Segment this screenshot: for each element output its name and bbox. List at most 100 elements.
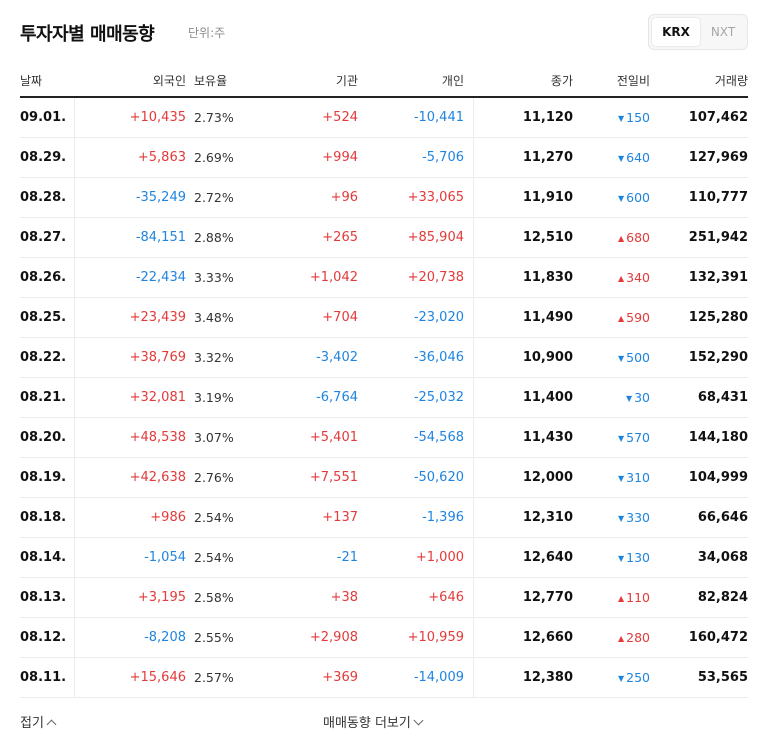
row-individual: +1,000 [415, 550, 464, 565]
row-date: 08.20. [20, 430, 67, 445]
more-label: 매매동향 더보기 [323, 716, 411, 731]
row-institution: +994 [322, 150, 358, 165]
column-divider [473, 298, 474, 338]
row-change: ▲ 590 [618, 310, 650, 325]
row-ratio: 3.07% [194, 430, 234, 445]
row-institution: +524 [322, 110, 358, 125]
row-foreign: +5,863 [137, 150, 186, 165]
table-row: 08.25. +23,439 3.48% +704 -23,020 11,490 ▲ 590 1… [20, 298, 748, 338]
column-divider [473, 258, 474, 298]
row-foreign: -84,151 [135, 230, 186, 245]
col-close: 종가 [550, 74, 573, 88]
row-date: 08.29. [20, 150, 67, 165]
row-change-value: 680 [626, 230, 650, 245]
fold-button[interactable]: 접기 [20, 712, 57, 731]
table-row: 08.26. -22,434 3.33% +1,042 +20,738 11,830 ▲ 34… [20, 258, 748, 298]
row-change-value: 250 [626, 670, 650, 685]
row-foreign: -35,249 [135, 190, 186, 205]
row-close: 12,380 [522, 670, 573, 685]
row-volume: 251,942 [688, 230, 748, 245]
row-close: 11,430 [522, 430, 573, 445]
row-change: ▼ 640 [618, 150, 650, 165]
row-change-value: 280 [626, 630, 650, 645]
row-volume: 132,391 [688, 270, 748, 285]
row-change: ▼ 600 [618, 190, 650, 205]
row-close: 11,910 [522, 190, 573, 205]
triangle-down-icon: ▼ [617, 194, 625, 203]
row-ratio: 2.69% [194, 150, 234, 165]
row-individual: -25,032 [413, 390, 464, 405]
column-divider [74, 298, 75, 338]
column-divider [74, 538, 75, 578]
row-change-value: 310 [626, 470, 650, 485]
column-divider [473, 578, 474, 618]
row-individual: -14,009 [413, 670, 464, 685]
row-ratio: 2.73% [194, 110, 234, 125]
row-ratio: 2.57% [194, 670, 234, 685]
row-individual: +646 [428, 590, 464, 605]
row-individual: +85,904 [407, 230, 464, 245]
row-individual: -10,441 [413, 110, 464, 125]
triangle-down-icon: ▼ [617, 154, 625, 163]
column-divider [74, 338, 75, 378]
row-ratio: 2.54% [194, 510, 234, 525]
column-divider [473, 378, 474, 418]
triangle-up-icon: ▲ [617, 634, 625, 643]
row-individual: +10,959 [407, 630, 464, 645]
row-institution: +369 [322, 670, 358, 685]
row-institution: +704 [322, 310, 358, 325]
row-foreign: +48,538 [129, 430, 186, 445]
row-volume: 82,824 [697, 590, 748, 605]
row-ratio: 3.48% [194, 310, 234, 325]
column-divider [473, 178, 474, 218]
row-close: 12,310 [522, 510, 573, 525]
col-change: 전일비 [616, 74, 650, 88]
fold-label: 접기 [20, 716, 44, 731]
table-row: 08.22. +38,769 3.32% -3,402 -36,046 10,900 ▼ 50… [20, 338, 748, 378]
table-row: 08.13. +3,195 2.58% +38 +646 12,770 ▲ 110 82,824 [20, 578, 748, 618]
more-trading-trend-button[interactable]: 매매동향 더보기 [323, 712, 424, 731]
row-change-value: 110 [626, 590, 650, 605]
row-volume: 127,969 [688, 150, 748, 165]
triangle-down-icon: ▼ [617, 354, 625, 363]
row-change-value: 130 [626, 550, 650, 565]
row-change: ▲ 340 [618, 270, 650, 285]
column-divider [473, 538, 474, 578]
row-ratio: 3.32% [194, 350, 234, 365]
row-date: 08.25. [20, 310, 67, 325]
trading-table-body: 09.01. +10,435 2.73% +524 -10,441 11,120 ▼ 150 1… [20, 98, 748, 698]
table-row: 08.19. +42,638 2.76% +7,551 -50,620 12,000 ▼ 31… [20, 458, 748, 498]
column-divider [74, 498, 75, 538]
col-indiv: 개인 [441, 74, 464, 88]
row-change-value: 150 [626, 110, 650, 125]
row-volume: 68,431 [697, 390, 748, 405]
row-change-value: 570 [626, 430, 650, 445]
row-volume: 104,999 [688, 470, 748, 485]
row-change-value: 330 [626, 510, 650, 525]
row-individual: +33,065 [407, 190, 464, 205]
nxt-tab[interactable]: NXT [710, 25, 736, 39]
table-row: 09.01. +10,435 2.73% +524 -10,441 11,120 ▼ 150 1… [20, 98, 748, 138]
triangle-down-icon: ▼ [617, 474, 625, 483]
row-institution: -6,764 [316, 390, 358, 405]
triangle-down-icon: ▼ [617, 554, 625, 563]
table-header: 날짜 외국인 보유율 기관 개인 종가 전일비 거래량 [20, 62, 748, 98]
krx-tab[interactable]: KRX [652, 18, 700, 46]
column-divider [473, 418, 474, 458]
row-change: ▼ 250 [618, 670, 650, 685]
row-close: 12,770 [522, 590, 573, 605]
column-divider [74, 418, 75, 458]
triangle-up-icon: ▲ [617, 594, 625, 603]
column-divider [473, 138, 474, 178]
row-close: 10,900 [522, 350, 573, 365]
row-ratio: 2.55% [194, 630, 234, 645]
row-close: 12,660 [522, 630, 573, 645]
row-close: 11,490 [522, 310, 573, 325]
row-date: 08.14. [20, 550, 67, 565]
row-individual: -50,620 [413, 470, 464, 485]
row-foreign: +38,769 [129, 350, 186, 365]
row-institution: +7,551 [309, 470, 358, 485]
triangle-down-icon: ▼ [625, 394, 633, 403]
row-ratio: 2.58% [194, 590, 234, 605]
row-change-value: 30 [634, 390, 650, 405]
